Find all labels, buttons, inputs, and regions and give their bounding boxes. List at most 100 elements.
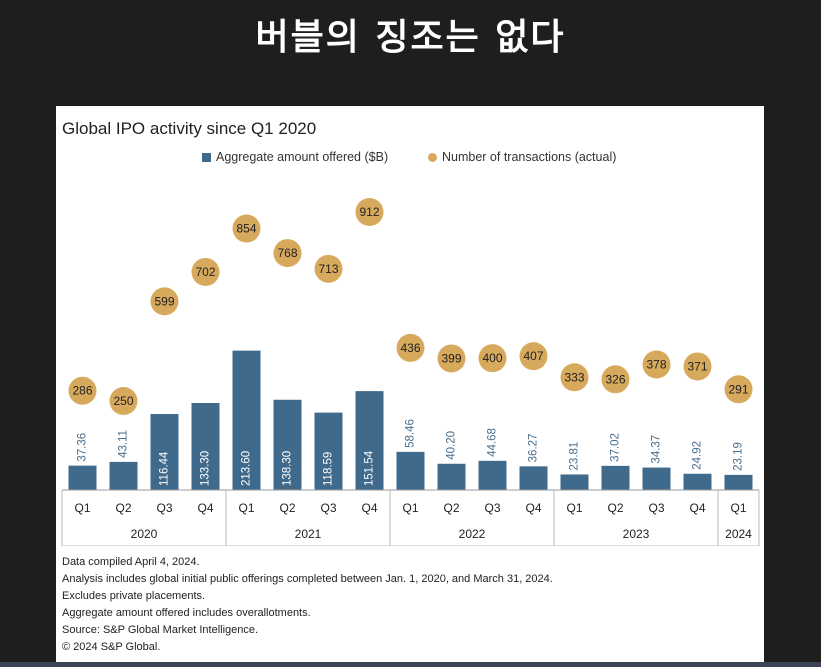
transaction-dot <box>601 365 630 394</box>
transaction-dot <box>478 344 507 373</box>
bar-value-label: 44.68 <box>487 428 499 457</box>
bar-value-label: 213.60 <box>241 451 253 486</box>
note-line: Excludes private placements. <box>62 590 206 602</box>
quarter-tick-label: Q3 <box>484 501 500 515</box>
bar-value-label: 151.54 <box>364 450 376 486</box>
quarter-tick-label: Q1 <box>730 501 746 515</box>
year-group-label: 2022 <box>459 527 486 541</box>
transaction-dot <box>437 344 466 373</box>
transaction-dot <box>560 363 589 392</box>
transaction-value-label: 291 <box>728 382 748 396</box>
transaction-dot <box>68 376 97 405</box>
bar-value-label: 133.30 <box>200 451 212 486</box>
bar <box>478 460 507 490</box>
legend-dot: Number of transactions (actual) <box>428 150 616 164</box>
legend-dot-swatch <box>428 152 437 162</box>
bar <box>355 391 384 490</box>
bar <box>273 399 302 490</box>
transaction-dot <box>642 350 671 379</box>
quarter-tick-label: Q4 <box>689 501 705 515</box>
bar <box>560 474 589 490</box>
transaction-value-label: 599 <box>154 294 174 308</box>
quarter-tick-label: Q4 <box>197 501 213 515</box>
quarter-tick-label: Q1 <box>566 501 582 515</box>
transaction-value-label: 371 <box>687 359 707 373</box>
bar <box>191 403 220 490</box>
transaction-value-label: 702 <box>195 265 215 279</box>
transaction-dot <box>519 342 548 371</box>
transaction-dot <box>724 375 753 404</box>
bottom-strip <box>0 662 821 667</box>
note-line: © 2024 S&P Global. <box>62 641 161 653</box>
legend-dot-label: Number of transactions (actual) <box>442 150 617 164</box>
bar-value-label: 58.46 <box>405 419 417 448</box>
year-group-label: 2023 <box>623 527 650 541</box>
transaction-dot <box>191 257 220 286</box>
bar-value-label: 23.81 <box>569 442 581 471</box>
bar <box>109 461 138 490</box>
bar <box>150 414 179 490</box>
note-line: Source: S&P Global Market Intelligence. <box>62 624 259 636</box>
bar-value-label: 23.19 <box>733 442 745 471</box>
transaction-value-label: 326 <box>605 372 625 386</box>
ipo-chart: 37.36 286 Q1 43.11 250 Q2 116.44 599 Q3 133.30 702… <box>61 198 760 546</box>
bar <box>68 465 97 490</box>
transaction-value-label: 400 <box>482 351 502 365</box>
bar <box>724 474 753 490</box>
bar-value-label: 34.37 <box>651 435 663 464</box>
transaction-value-label: 436 <box>400 341 420 355</box>
year-group-label: 2020 <box>131 527 158 541</box>
transaction-dot <box>314 254 343 283</box>
bar-value-label: 24.92 <box>692 441 704 470</box>
quarter-tick-label: Q2 <box>443 501 459 515</box>
transaction-value-label: 333 <box>564 370 584 384</box>
bar-value-label: 36.27 <box>528 434 540 463</box>
quarter-tick-label: Q2 <box>115 501 131 515</box>
bar-value-label: 116.44 <box>159 451 171 486</box>
bar-value-label: 43.11 <box>118 430 130 458</box>
transaction-value-label: 399 <box>441 351 461 365</box>
headline: 버블의 징조는 없다 <box>255 17 566 58</box>
bar-value-label: 37.36 <box>77 433 89 462</box>
transaction-value-label: 768 <box>277 246 297 260</box>
quarter-tick-label: Q4 <box>525 501 541 515</box>
bar-value-label: 40.20 <box>446 431 458 460</box>
transaction-dot <box>150 287 179 316</box>
legend-bar: Aggregate amount offered ($B) <box>202 150 388 164</box>
transaction-dot <box>683 352 712 381</box>
transaction-value-label: 912 <box>359 205 379 219</box>
transaction-dot <box>232 214 261 243</box>
year-group-label: 2024 <box>725 527 752 541</box>
chart-title: Global IPO activity since Q1 2020 <box>62 119 317 138</box>
legend-bar-label: Aggregate amount offered ($B) <box>216 150 389 164</box>
transaction-dot <box>355 198 384 226</box>
transaction-value-label: 286 <box>72 384 92 398</box>
bar <box>396 451 425 490</box>
quarter-tick-label: Q3 <box>648 501 664 515</box>
bar <box>601 465 630 490</box>
quarter-tick-label: Q3 <box>320 501 336 515</box>
transaction-value-label: 407 <box>523 349 543 363</box>
bar-value-label: 138.30 <box>282 451 294 486</box>
note-line: Data compiled April 4, 2024. <box>62 556 200 568</box>
transaction-dot <box>109 387 138 415</box>
quarter-tick-label: Q4 <box>361 501 377 515</box>
transaction-value-label: 250 <box>113 394 133 408</box>
note-line: Aggregate amount offered includes overal… <box>62 607 311 619</box>
bar <box>683 473 712 490</box>
quarter-tick-label: Q3 <box>156 501 172 515</box>
transaction-value-label: 854 <box>236 222 256 236</box>
note-line: Analysis includes global initial public … <box>62 573 553 585</box>
bar-value-label: 118.59 <box>323 452 335 486</box>
year-group-label: 2021 <box>295 527 322 541</box>
chart-notes: Data compiled April 4, 2024. Analysis in… <box>62 554 553 656</box>
bar-value-label: 37.02 <box>610 433 622 462</box>
bar <box>314 412 343 490</box>
transaction-dot <box>396 333 425 362</box>
bar <box>232 350 261 490</box>
transaction-value-label: 713 <box>318 262 338 276</box>
quarter-tick-label: Q1 <box>238 501 254 515</box>
bar <box>437 463 466 490</box>
transaction-dot <box>273 239 302 268</box>
bar <box>519 466 548 490</box>
